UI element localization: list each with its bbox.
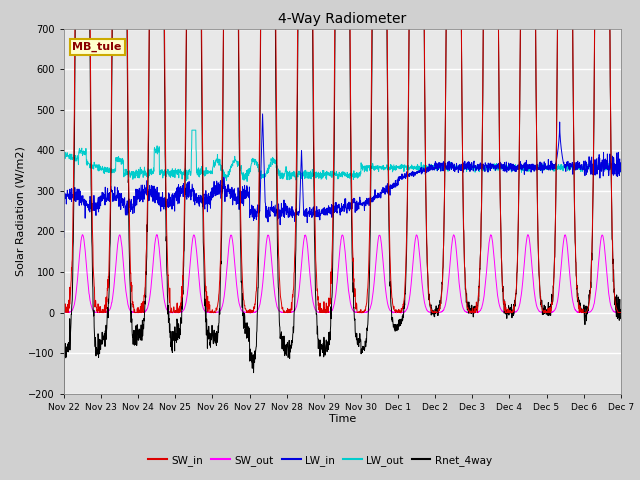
LW_in [568, 163, 575, 169]
SW_out [153, 232, 161, 238]
LW_in [617, 167, 625, 172]
SW_out [371, 273, 379, 279]
LW_out [505, 167, 513, 172]
LW_out [359, 165, 367, 171]
LW_out [216, 160, 223, 166]
Legend: SW_in, SW_out, LW_in, LW_out, Rnet_4way: SW_in, SW_out, LW_in, LW_out, Rnet_4way [144, 451, 496, 470]
SW_in [359, 310, 367, 315]
Rnet_4way [583, 304, 591, 310]
LW_in [359, 203, 367, 208]
LW_in [504, 167, 512, 173]
SW_in [504, 306, 512, 312]
LW_in [371, 192, 379, 197]
Line: LW_in: LW_in [64, 114, 621, 238]
Text: MB_tule: MB_tule [72, 42, 122, 52]
Rnet_4way [617, 316, 625, 322]
LW_in [259, 111, 266, 117]
LW_out [584, 165, 591, 171]
Line: SW_in: SW_in [64, 0, 621, 312]
SW_out [617, 309, 625, 315]
Line: SW_out: SW_out [64, 235, 621, 313]
SW_in [617, 310, 625, 315]
LW_out [243, 179, 251, 184]
SW_out [432, 310, 440, 316]
LW_out [371, 164, 379, 170]
LW_out [60, 154, 68, 160]
SW_out [568, 294, 576, 300]
Line: LW_out: LW_out [64, 130, 621, 181]
Line: Rnet_4way: Rnet_4way [64, 0, 621, 394]
SW_out [60, 310, 68, 315]
X-axis label: Time: Time [329, 414, 356, 424]
LW_in [584, 169, 591, 175]
SW_in [584, 308, 591, 313]
Rnet_4way [60, 391, 68, 396]
Y-axis label: Solar Radiation (W/m2): Solar Radiation (W/m2) [15, 146, 26, 276]
LW_out [568, 165, 576, 170]
SW_in [60, 310, 68, 315]
SW_in [216, 280, 223, 286]
Title: 4-Way Radiometer: 4-Way Radiometer [278, 12, 406, 26]
SW_out [216, 309, 223, 314]
LW_in [216, 181, 223, 187]
Rnet_4way [358, 349, 366, 355]
LW_out [188, 127, 196, 133]
SW_out [584, 310, 591, 315]
Rnet_4way [504, 309, 512, 315]
LW_in [60, 235, 68, 240]
LW_out [617, 161, 625, 167]
Rnet_4way [216, 308, 223, 313]
SW_out [359, 310, 367, 315]
SW_out [505, 310, 513, 316]
